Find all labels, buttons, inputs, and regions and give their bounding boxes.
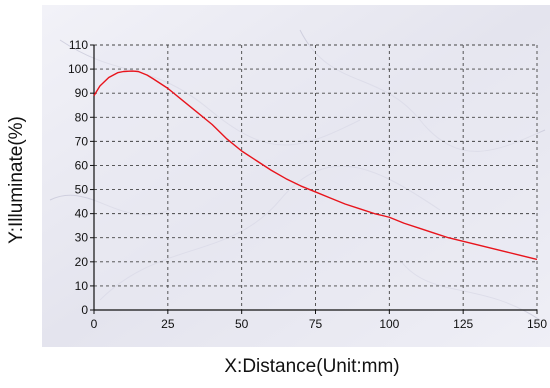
- y-tick-label: 30: [75, 231, 89, 245]
- y-tick-label: 90: [75, 86, 89, 100]
- x-tick-label: 25: [161, 317, 175, 331]
- y-tick-label: 70: [75, 134, 89, 148]
- y-tick-label: 40: [75, 207, 89, 221]
- grid-layer: [94, 44, 538, 310]
- x-tick-label: 50: [235, 317, 249, 331]
- x-tick-label: 75: [309, 317, 323, 331]
- y-tick-label: 50: [75, 183, 89, 197]
- y-axis-title: Y:Illuminate(%): [6, 116, 27, 244]
- x-axis-title: X:Distance(Unit:mm): [224, 356, 399, 377]
- y-tick-label: 110: [69, 38, 88, 52]
- ticks-layer: 0 25 50 75 100 125 150 0 10 20 30 40 50 60 70 80 90 100 11…: [68, 38, 547, 331]
- y-tick-label: 80: [75, 110, 89, 124]
- y-tick-label: 100: [68, 62, 88, 76]
- x-tick-label: 150: [527, 317, 547, 331]
- y-tick-label: 20: [75, 255, 89, 269]
- y-tick-label: 0: [81, 303, 88, 317]
- x-tick-label: 100: [379, 317, 399, 331]
- y-tick-label: 60: [75, 158, 89, 172]
- y-tick-label: 10: [75, 279, 89, 293]
- x-tick-label: 0: [91, 317, 98, 331]
- series-layer: [93, 70, 538, 261]
- x-tick-label: 125: [453, 317, 473, 331]
- series-line: [93, 70, 538, 261]
